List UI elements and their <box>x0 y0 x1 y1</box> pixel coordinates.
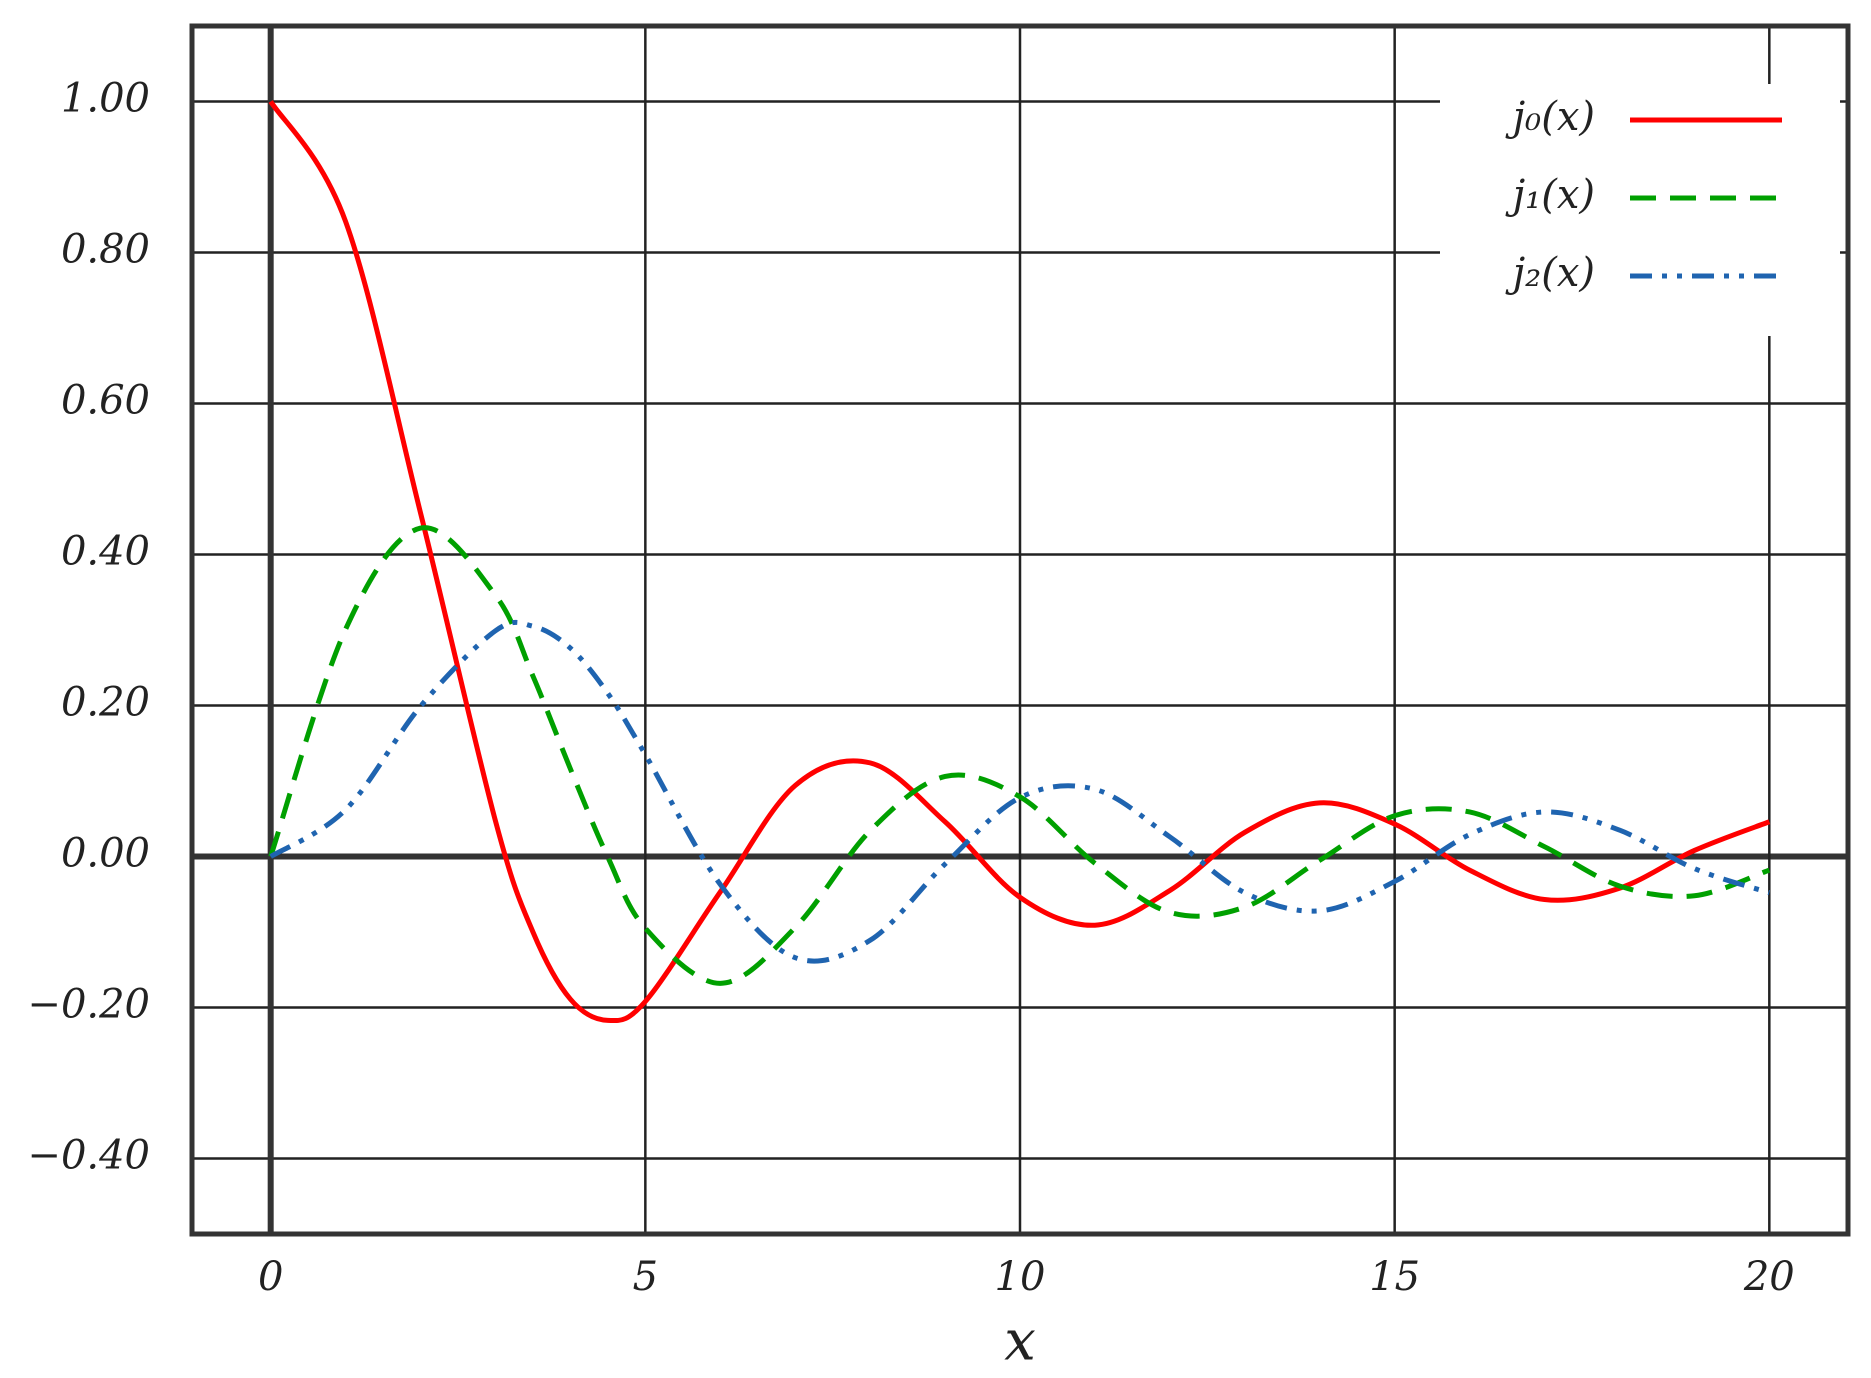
line-series <box>268 100 1771 1024</box>
x-tick-label: 0 <box>258 1254 283 1300</box>
x-axis-label: x <box>1004 1309 1036 1374</box>
x-tick-label: 10 <box>995 1254 1046 1300</box>
line-series <box>269 619 1771 964</box>
x-tick-label: 5 <box>633 1254 658 1300</box>
x-tick-label: 15 <box>1369 1254 1420 1300</box>
plot-frame <box>189 23 1851 1237</box>
x-tick-label: 20 <box>1743 1254 1795 1300</box>
y-tick-label: −0.40 <box>27 1133 150 1179</box>
legend-label: j₁(x) <box>1505 172 1595 218</box>
legend-label: j₂(x) <box>1505 250 1595 296</box>
y-tick-label: 0.00 <box>61 831 150 877</box>
legend-box <box>1440 84 1840 336</box>
y-tick-label: −0.20 <box>27 982 150 1028</box>
y-tick-label: 0.60 <box>61 378 150 424</box>
y-tick-label: 1.00 <box>61 76 150 122</box>
line-series <box>268 525 1771 986</box>
y-tick-label: 0.80 <box>61 227 150 273</box>
legend-label: j₀(x) <box>1505 94 1595 140</box>
y-tick-label: 0.40 <box>61 529 150 575</box>
y-tick-label: 0.20 <box>61 680 150 726</box>
